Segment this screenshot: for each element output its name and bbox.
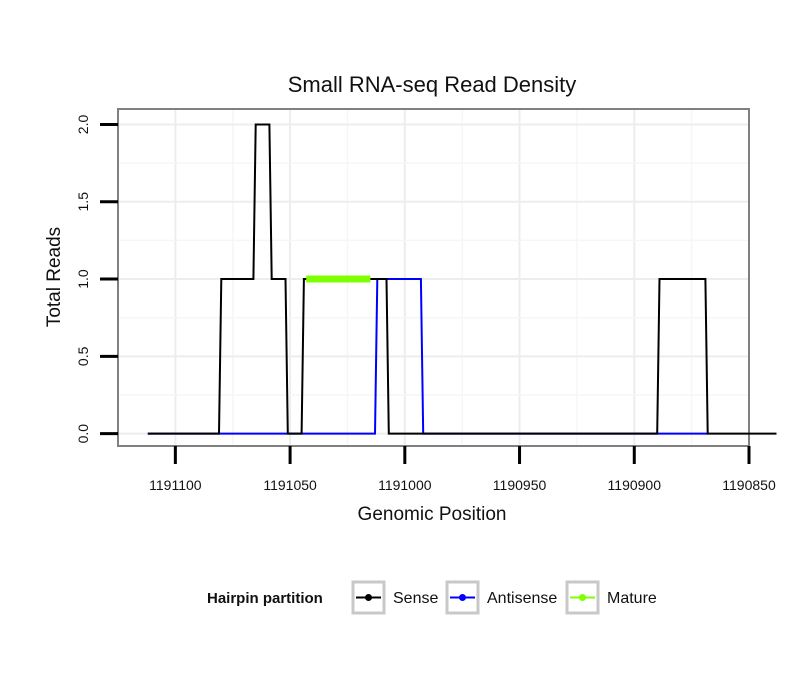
legend-label: Sense — [393, 590, 438, 607]
x-tick-label: 1191050 — [263, 477, 317, 493]
y-tick-label: 1.5 — [75, 192, 91, 212]
legend-key-point — [579, 594, 586, 601]
x-tick-label: 1190850 — [722, 477, 776, 493]
chart-title: Small RNA-seq Read Density — [288, 72, 577, 97]
y-tick-label: 0.5 — [75, 346, 91, 366]
y-tick-label: 0.0 — [75, 424, 91, 444]
y-tick-label: 1.0 — [75, 269, 91, 289]
x-tick-label: 1190950 — [493, 477, 547, 493]
legend-entry-mature: Mature — [565, 580, 657, 615]
plot-panel-border — [117, 108, 750, 447]
x-tick-label: 1191100 — [149, 477, 202, 493]
grid — [118, 109, 750, 446]
legend-entry-sense: Sense — [351, 580, 438, 615]
x-axis-title: Genomic Position — [358, 504, 507, 525]
x-tick-label: 1190900 — [608, 477, 662, 493]
y-axis-title: Total Reads — [44, 227, 65, 327]
legend: Hairpin partition Sense Antisense Mature — [207, 580, 657, 615]
x-axis: 1191100 1191050 1191000 1190950 1190900 11908… — [149, 446, 776, 493]
legend-label: Antisense — [487, 590, 557, 607]
legend-entry-antisense: Antisense — [445, 580, 557, 615]
legend-title: Hairpin partition — [207, 590, 323, 607]
y-tick-label: 2.0 — [75, 115, 91, 135]
series-line-sense — [147, 123, 777, 435]
x-tick-label: 1191000 — [378, 477, 432, 493]
legend-key-point — [459, 594, 466, 601]
series-layer — [147, 123, 777, 435]
legend-key-point — [365, 594, 372, 601]
legend-label: Mature — [607, 590, 657, 607]
y-axis: 0.0 0.5 1.0 1.5 2.0 — [75, 115, 118, 444]
